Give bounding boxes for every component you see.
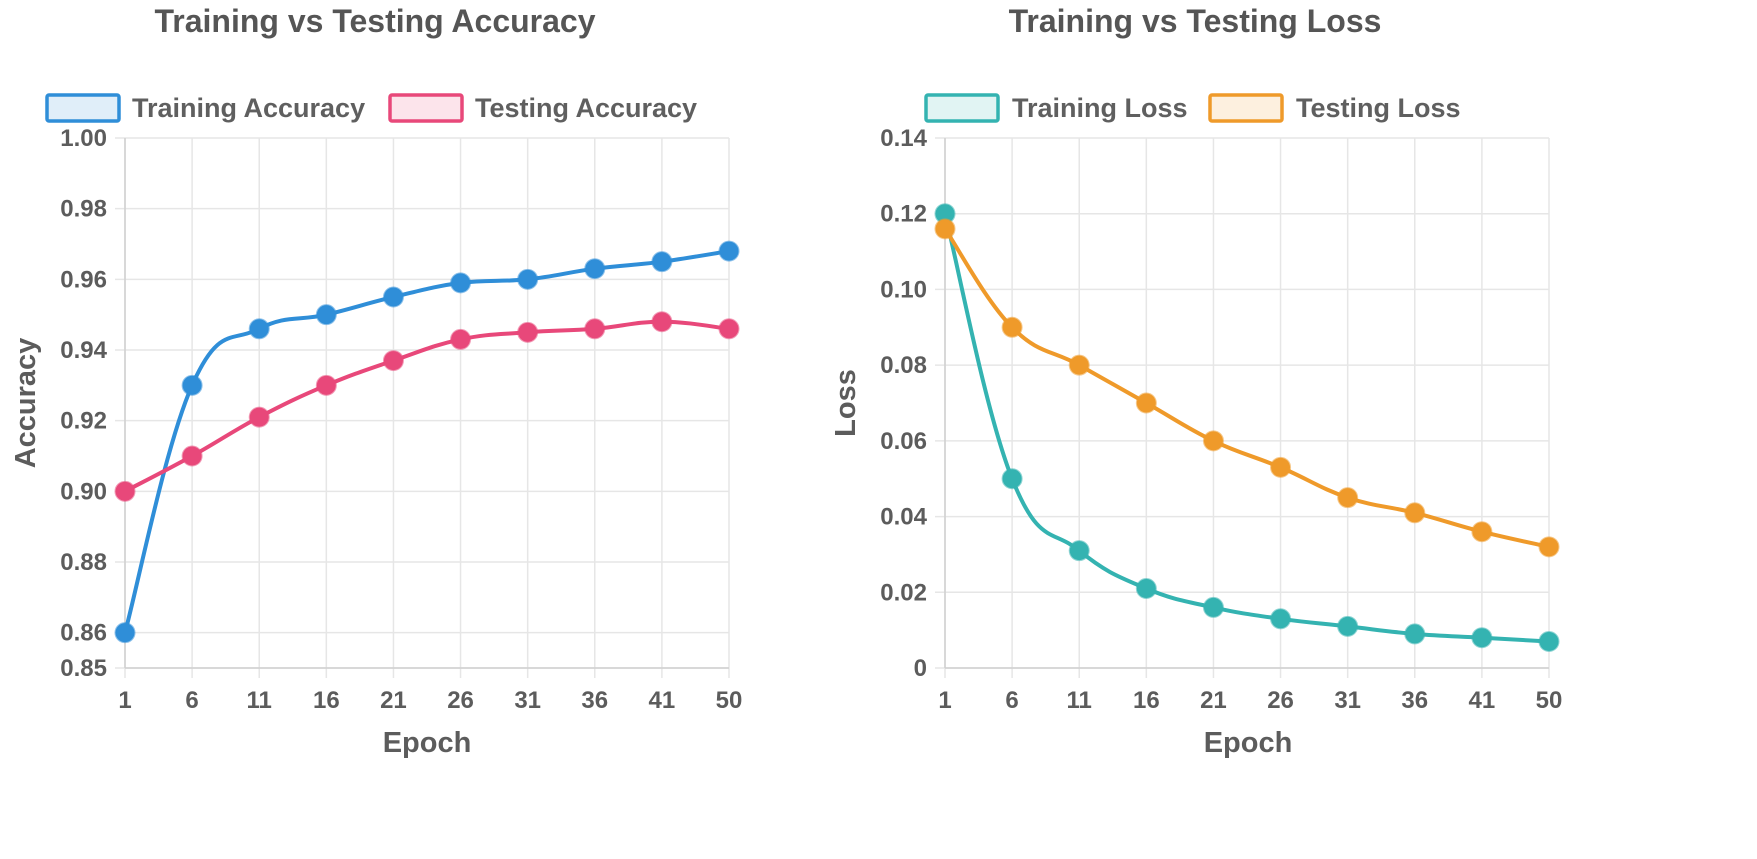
- x-tick-label: 41: [649, 687, 676, 714]
- y-tick-label: 0.96: [60, 266, 107, 293]
- legend-label: Training Accuracy: [132, 93, 365, 123]
- y-tick-label: 0.92: [60, 408, 107, 435]
- data-point: [1404, 623, 1426, 645]
- chart-loss: Training vs Testing Loss Training Loss Tes…: [830, 3, 1562, 759]
- x-tick-label: 21: [380, 687, 407, 714]
- data-point: [517, 321, 539, 343]
- data-point: [1068, 540, 1090, 562]
- data-point: [248, 406, 270, 428]
- chart-accuracy: Training vs Testing Accuracy Training Acc…: [10, 3, 742, 759]
- data-point: [315, 374, 337, 396]
- x-tick-label: 1: [118, 687, 131, 714]
- y-tick-label: 0.88: [60, 549, 107, 576]
- x-tick-label: 21: [1200, 687, 1227, 714]
- legend-swatch: [924, 93, 1000, 123]
- legend-swatch: [45, 93, 121, 123]
- data-point: [1337, 615, 1359, 637]
- x-tick-label: 41: [1469, 687, 1496, 714]
- x-axis-title: Epoch: [383, 727, 472, 759]
- x-tick-label: 6: [1005, 687, 1018, 714]
- data-point: [517, 268, 539, 290]
- y-tick-label: 0.90: [60, 478, 107, 505]
- x-tick-label: 36: [581, 687, 608, 714]
- y-tick-label: 0.98: [60, 196, 107, 223]
- y-tick-label: 0.85: [60, 655, 107, 682]
- data-point: [1337, 487, 1359, 509]
- x-tick-label: 31: [1334, 687, 1361, 714]
- x-tick-label: 36: [1401, 687, 1428, 714]
- data-point: [382, 350, 404, 372]
- data-point: [718, 318, 740, 340]
- data-point: [1270, 608, 1292, 630]
- data-point: [718, 240, 740, 262]
- data-point: [1404, 502, 1426, 524]
- data-point: [181, 374, 203, 396]
- y-axis-title: Loss: [830, 369, 862, 437]
- legend-label: Testing Loss: [1296, 93, 1461, 123]
- y-tick-label: 0.04: [880, 504, 927, 531]
- x-tick-label: 26: [1267, 687, 1294, 714]
- data-point: [1538, 536, 1560, 558]
- series-line: [943, 211, 1551, 644]
- x-tick-label: 50: [716, 687, 743, 714]
- data-point: [1001, 468, 1023, 490]
- chart-title: Training vs Testing Loss: [1009, 3, 1382, 39]
- data-point: [651, 311, 673, 333]
- data-point: [1135, 392, 1157, 414]
- data-point: [1471, 627, 1493, 649]
- data-point: [1270, 456, 1292, 478]
- x-tick-label: 31: [514, 687, 541, 714]
- data-point: [1202, 430, 1224, 452]
- x-axis-title: Epoch: [1204, 727, 1293, 759]
- data-point: [114, 622, 136, 644]
- y-tick-label: 1.00: [60, 125, 107, 152]
- data-point: [584, 258, 606, 280]
- data-point: [934, 218, 956, 240]
- data-point: [1001, 316, 1023, 338]
- x-tick-label: 11: [247, 687, 272, 714]
- data-point: [450, 272, 472, 294]
- y-tick-label: 0.06: [880, 428, 927, 455]
- y-tick-label: 0.94: [60, 337, 107, 364]
- data-point: [651, 251, 673, 273]
- y-tick-label: 0: [914, 655, 927, 682]
- y-tick-label: 0.86: [60, 620, 107, 647]
- data-point: [584, 318, 606, 340]
- data-point: [181, 445, 203, 467]
- data-point: [1471, 521, 1493, 543]
- y-axis-title: Accuracy: [10, 338, 42, 469]
- legend-swatch: [388, 93, 464, 123]
- chart-title: Training vs Testing Accuracy: [154, 3, 595, 39]
- data-point: [248, 318, 270, 340]
- y-tick-label: 0.08: [880, 352, 927, 379]
- x-tick-label: 50: [1536, 687, 1563, 714]
- x-tick-label: 11: [1067, 687, 1092, 714]
- y-tick-label: 0.14: [880, 125, 927, 152]
- y-tick-label: 0.10: [880, 276, 927, 303]
- legend-label: Training Loss: [1012, 93, 1188, 123]
- data-point: [114, 480, 136, 502]
- data-point: [1202, 596, 1224, 618]
- legend-label: Testing Accuracy: [475, 93, 697, 123]
- x-tick-label: 16: [313, 687, 340, 714]
- series-line: [123, 319, 731, 494]
- x-tick-label: 6: [185, 687, 198, 714]
- x-tick-label: 1: [938, 687, 951, 714]
- x-tick-label: 26: [447, 687, 474, 714]
- y-tick-label: 0.02: [880, 579, 927, 606]
- data-point: [315, 304, 337, 326]
- data-point: [382, 286, 404, 308]
- data-point: [1068, 354, 1090, 376]
- y-tick-label: 0.12: [880, 201, 927, 228]
- data-point: [1538, 631, 1560, 652]
- series-line: [943, 226, 1551, 549]
- legend-swatch: [1208, 93, 1284, 123]
- x-tick-label: 16: [1133, 687, 1160, 714]
- data-point: [450, 328, 472, 350]
- data-point: [1135, 578, 1157, 599]
